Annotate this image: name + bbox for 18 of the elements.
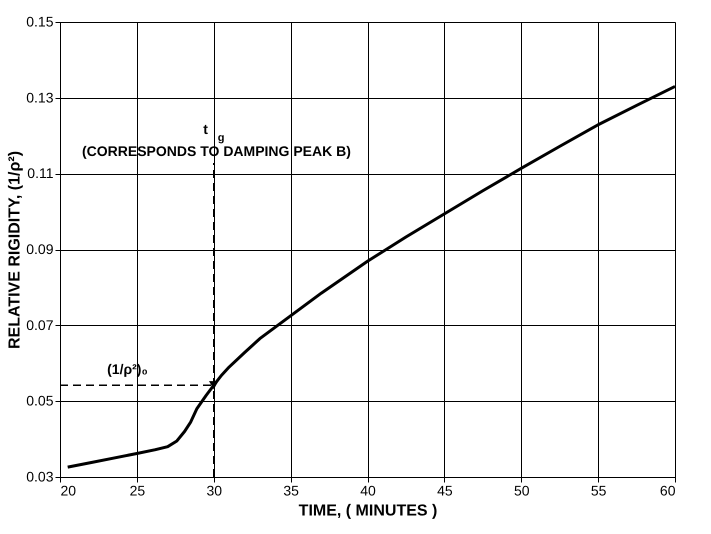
x-tick-label: 30 [206,482,222,498]
y-tick-label: 0.13 [26,89,54,106]
x-axis-title: TIME, ( MINUTES ) [298,502,438,520]
x-tick-label: 25 [130,482,146,498]
x-tick-label: 35 [283,482,300,498]
y-tick-label: 0.03 [26,468,54,484]
x-tick-label: 20 [60,482,76,498]
y-tick-label: 0.15 [26,14,54,30]
x-tick-label: 55 [590,482,607,498]
x-tick-label: 40 [360,482,376,498]
x-tick-label: 45 [437,482,453,498]
y-axis-title: RELATIVE RIGIDITY, (1/ρ²) [6,150,24,350]
x-tick-label: 50 [514,482,530,498]
y-tick-label: 0.07 [26,316,54,333]
y-tick-label: 0.05 [26,392,54,409]
y-tick-label: 0.09 [26,241,54,257]
x-tick-label: 60 [660,482,676,498]
y-tick-label: 0.11 [27,165,54,182]
